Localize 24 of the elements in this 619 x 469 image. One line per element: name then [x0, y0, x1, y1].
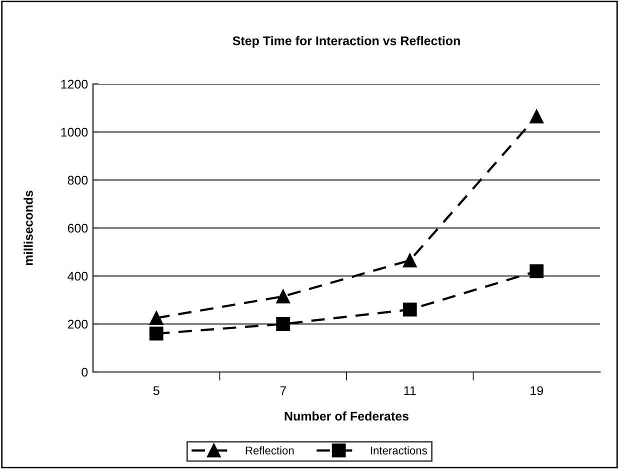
- x-tick-label: 7: [280, 386, 286, 395]
- x-tick-label: 11: [404, 386, 416, 395]
- point: [276, 289, 290, 304]
- y-axis-title: milliseconds: [24, 190, 33, 266]
- point: [402, 253, 417, 268]
- y-tick-label: 400: [68, 272, 88, 281]
- point: [530, 109, 544, 124]
- y-tick-label: 800: [68, 176, 88, 185]
- x-tick-label: 19: [530, 386, 543, 396]
- y-tick-label: 600: [68, 224, 88, 233]
- point: [402, 302, 417, 317]
- y-tick-label: 200: [68, 320, 88, 329]
- y-tick-label: 1000: [61, 128, 88, 137]
- point: [149, 326, 164, 341]
- x-axis-title: Number of Federates: [284, 411, 409, 421]
- point: [149, 311, 164, 325]
- point: [530, 264, 544, 278]
- x-tick-label: 5: [153, 386, 160, 396]
- chart-title: Step Time for Interaction vs Reflection: [232, 36, 460, 48]
- point: [276, 317, 290, 331]
- y-tick-label: 0: [82, 368, 88, 377]
- legend-label: Reflection: [246, 446, 294, 454]
- legend-label: Interactions: [370, 446, 427, 454]
- y-tick-label: 1200: [61, 80, 88, 89]
